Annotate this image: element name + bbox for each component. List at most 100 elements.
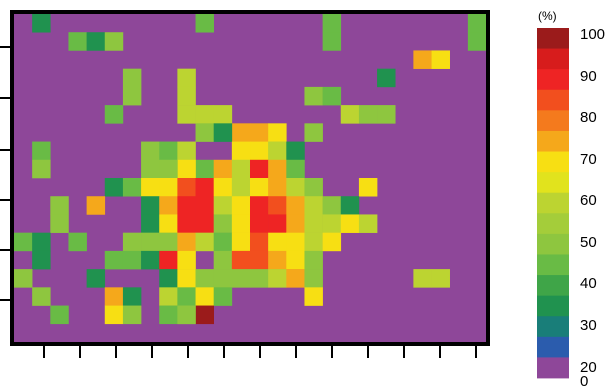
heatmap-cell	[268, 159, 287, 179]
plot-frame	[10, 10, 490, 346]
heatmap-cell	[304, 196, 323, 215]
colorbar-tick-label: 30	[580, 317, 597, 334]
heatmap-cell	[304, 86, 323, 106]
heatmap-cell	[304, 232, 323, 252]
heatmap-cell	[177, 269, 196, 288]
heatmap-cell	[68, 232, 87, 252]
heatmap-cell	[250, 232, 269, 252]
heatmap-cell	[159, 141, 178, 161]
heatmap-cell	[250, 269, 269, 288]
heatmap-cell	[195, 123, 214, 142]
colorbar-tick-label: 50	[580, 234, 597, 251]
heatmap-cell	[177, 178, 196, 197]
heatmap-cell	[177, 105, 196, 124]
heatmap-cell	[213, 196, 233, 215]
heatmap-cell	[104, 287, 124, 306]
heatmap-cell	[159, 305, 178, 325]
heatmap-cell	[250, 250, 269, 270]
colorbar-tick-label: 20	[580, 359, 597, 376]
heatmap-cell	[141, 214, 160, 233]
heatmap-cell	[358, 214, 378, 233]
heatmap-cell	[104, 305, 124, 325]
heatmap-cell	[213, 250, 233, 270]
heatmap-cell	[322, 14, 342, 33]
heatmap-cell	[195, 305, 214, 325]
heatmap-cell	[195, 287, 214, 306]
colorbar-swatch	[537, 275, 569, 297]
colorbar-tick-label: 60	[580, 192, 597, 209]
heatmap-cell	[213, 178, 233, 197]
heatmap-cell	[32, 250, 51, 270]
heatmap-cell	[195, 269, 214, 288]
heatmap-cell	[159, 250, 178, 270]
heatmap-cell	[286, 269, 305, 288]
heatmap-cell	[231, 269, 251, 288]
heatmap-cell	[431, 269, 450, 288]
heatmap-cell	[122, 178, 142, 197]
heatmap-cell	[50, 305, 69, 325]
colorbar-tick-label: 70	[580, 151, 597, 168]
colorbar-swatch	[537, 295, 569, 317]
heatmap-cell	[231, 232, 251, 252]
colorbar-swatch	[537, 254, 569, 276]
heatmap-cell	[32, 141, 51, 161]
y-axis-ticks	[0, 46, 12, 301]
heatmap-cell	[377, 68, 396, 88]
heatmap-cell	[177, 305, 196, 325]
heatmap-cell	[322, 32, 342, 51]
heatmap-cell	[286, 214, 305, 233]
colorbar-swatch	[537, 192, 569, 214]
heatmap-cell	[286, 178, 305, 197]
heatmap-cell	[322, 214, 342, 233]
heatmap-cell	[286, 159, 305, 179]
colorbar-swatch	[537, 316, 569, 338]
heatmap-cell	[286, 141, 305, 161]
heatmap-cell	[304, 123, 323, 142]
heatmap-cell	[195, 159, 214, 179]
heatmap-cell	[250, 123, 269, 142]
heatmap-cell	[159, 196, 178, 215]
heatmap-cell	[195, 196, 214, 215]
heatmap-cells	[14, 14, 487, 325]
colorbar-swatch	[537, 336, 569, 358]
colorbar-swatch	[537, 69, 569, 91]
heatmap-cell	[304, 287, 323, 306]
heatmap-cell	[213, 105, 233, 124]
heatmap-cell	[322, 86, 342, 106]
heatmap-cell	[213, 269, 233, 288]
heatmap-cell	[50, 214, 69, 233]
heatmap-cell	[195, 178, 214, 197]
heatmap-cell	[413, 50, 432, 69]
colorbar-swatch	[537, 89, 569, 111]
heatmap-cell	[340, 214, 360, 233]
heatmap-cell	[141, 178, 160, 197]
heatmap-cell	[50, 196, 69, 215]
heatmap-cell	[177, 68, 196, 88]
heatmap-cell	[268, 269, 287, 288]
heatmap-cell	[159, 178, 178, 197]
heatmap-cell	[322, 196, 342, 215]
heatmap-cell	[286, 250, 305, 270]
heatmap-cell	[322, 232, 342, 252]
heatmap-cell	[358, 105, 378, 124]
heatmap-cell	[195, 214, 214, 233]
heatmap-cell	[32, 232, 51, 252]
colorbar: 100 90 80 70 60 50 40 30 200	[537, 26, 605, 389]
heatmap-cell	[104, 32, 124, 51]
heatmap-cell	[159, 287, 178, 306]
heatmap-cell	[413, 269, 432, 288]
heatmap-cell	[304, 214, 323, 233]
heatmap-cell	[141, 141, 160, 161]
heatmap-cell	[431, 50, 450, 69]
heatmap-cell	[122, 250, 142, 270]
colorbar-tick-label: 100	[580, 26, 605, 43]
heatmap-cell	[159, 232, 178, 252]
heatmap-cell	[177, 287, 196, 306]
heatmap-cell	[268, 232, 287, 252]
heatmap-cell	[286, 196, 305, 215]
heatmap-cell	[231, 141, 251, 161]
heatmap-cell	[177, 159, 196, 179]
heatmap-cell	[159, 269, 178, 288]
heatmap-cell	[141, 232, 160, 252]
